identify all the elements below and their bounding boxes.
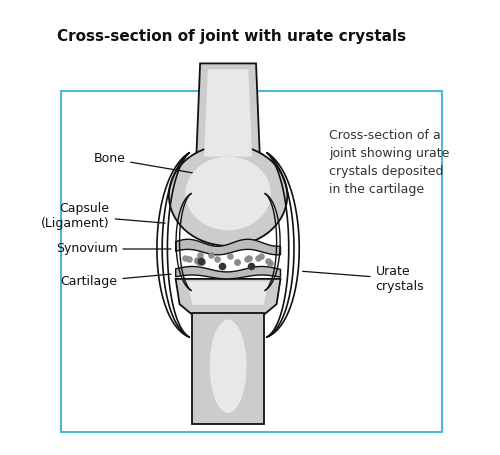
Point [197,258,205,265]
Polygon shape [176,267,281,279]
Point [245,254,253,262]
FancyBboxPatch shape [61,91,442,432]
Point [242,255,250,263]
Point [266,259,274,267]
Text: Cartilage: Cartilage [60,274,171,288]
Polygon shape [176,279,281,314]
Point [233,258,241,266]
Point [226,253,234,260]
Point [184,256,192,263]
Text: Bone: Bone [94,152,220,177]
Text: Urate
crystals: Urate crystals [302,265,424,293]
Polygon shape [176,239,281,255]
Polygon shape [204,69,252,157]
Point [194,257,202,264]
Point [198,258,206,265]
Text: Cross-section of joint with urate crystals: Cross-section of joint with urate crysta… [58,29,406,44]
Ellipse shape [210,320,246,413]
Point [233,258,241,265]
Point [194,257,202,264]
Text: Capsule
(Ligament): Capsule (Ligament) [41,202,165,230]
Point [182,254,190,262]
Ellipse shape [169,145,288,246]
Point [248,263,256,270]
Point [264,257,272,264]
Ellipse shape [186,157,271,230]
Text: Synovium: Synovium [56,243,171,256]
Point [257,253,265,260]
Point [206,251,214,258]
Polygon shape [188,282,269,305]
Point [196,259,203,267]
Point [196,251,204,258]
Polygon shape [196,63,260,158]
Point [254,254,262,262]
Text: Cross-section of a
joint showing urate
crystals deposited
in the cartilage: Cross-section of a joint showing urate c… [329,129,450,197]
Point [218,263,226,270]
Point [213,256,221,263]
Polygon shape [192,313,264,425]
